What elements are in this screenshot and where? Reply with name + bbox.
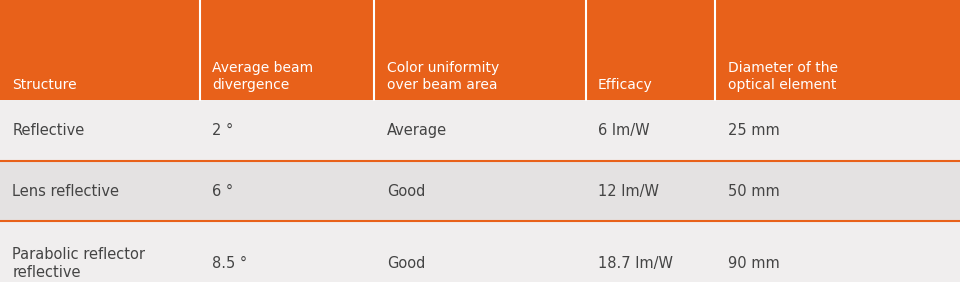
Text: 6 °: 6 ° xyxy=(212,184,233,199)
Text: 25 mm: 25 mm xyxy=(728,123,780,138)
Text: 8.5 °: 8.5 ° xyxy=(212,256,248,271)
Text: Structure: Structure xyxy=(12,78,77,92)
Text: Reflective: Reflective xyxy=(12,123,84,138)
Text: Diameter of the
optical element: Diameter of the optical element xyxy=(728,61,838,92)
Text: Efficacy: Efficacy xyxy=(598,78,653,92)
Text: Parabolic reflector
reflective: Parabolic reflector reflective xyxy=(12,248,146,280)
Text: 18.7 lm/W: 18.7 lm/W xyxy=(598,256,673,271)
Text: Good: Good xyxy=(387,256,425,271)
Text: Lens reflective: Lens reflective xyxy=(12,184,119,199)
Text: Color uniformity
over beam area: Color uniformity over beam area xyxy=(387,61,499,92)
Text: 50 mm: 50 mm xyxy=(728,184,780,199)
Bar xyxy=(0,0,960,100)
Text: Good: Good xyxy=(387,184,425,199)
Text: Average: Average xyxy=(387,123,447,138)
Bar xyxy=(0,221,960,282)
Text: 2 °: 2 ° xyxy=(212,123,233,138)
Bar xyxy=(0,161,960,221)
Text: 90 mm: 90 mm xyxy=(728,256,780,271)
Text: Average beam
divergence: Average beam divergence xyxy=(212,61,313,92)
Text: 6 lm/W: 6 lm/W xyxy=(598,123,650,138)
Bar xyxy=(0,100,960,161)
Text: 12 lm/W: 12 lm/W xyxy=(598,184,660,199)
